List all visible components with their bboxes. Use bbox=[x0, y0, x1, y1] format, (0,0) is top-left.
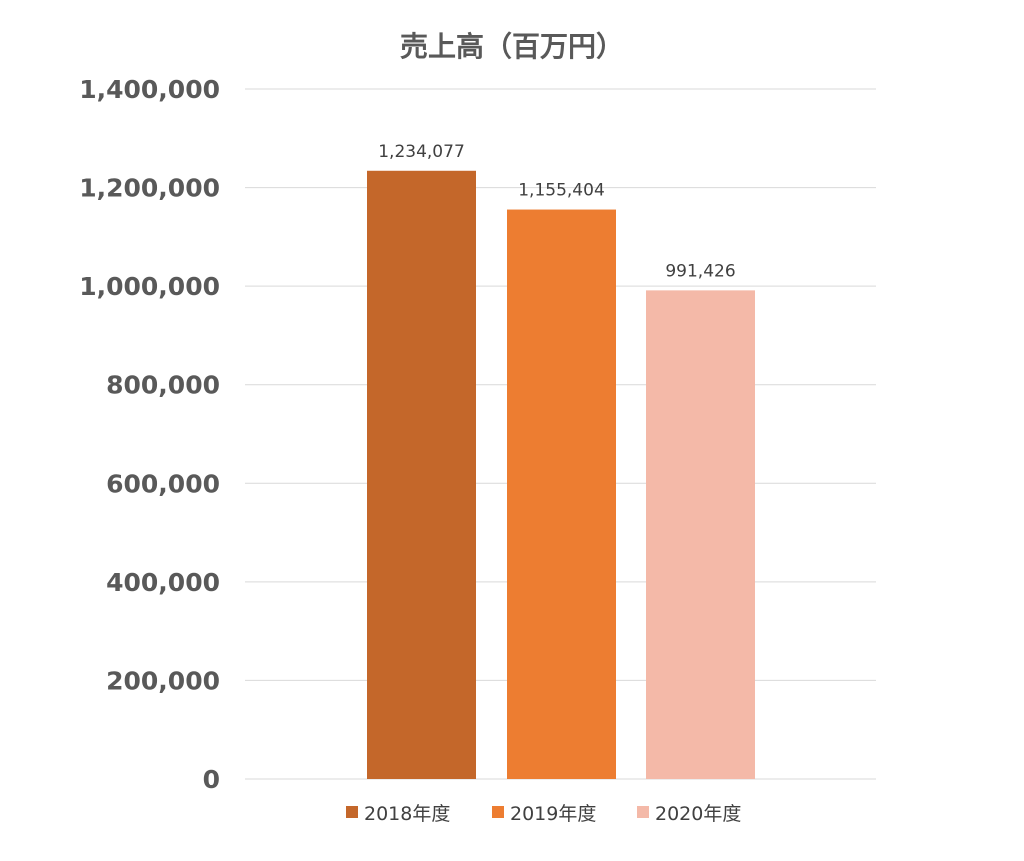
y-tick-label: 800,000 bbox=[106, 371, 220, 400]
legend-label: 2019年度 bbox=[510, 803, 596, 825]
y-tick-label: 200,000 bbox=[106, 666, 220, 695]
chart-title: 売上高（百万円） bbox=[400, 30, 624, 63]
bar-2018年度 bbox=[367, 170, 476, 779]
legend-label: 2020年度 bbox=[655, 803, 741, 825]
bars bbox=[367, 170, 755, 779]
data-label: 1,234,077 bbox=[378, 142, 465, 162]
y-tick-label: 0 bbox=[203, 765, 220, 794]
y-tick-label: 1,400,000 bbox=[79, 75, 220, 104]
legend-swatch bbox=[637, 806, 649, 818]
legend-swatch bbox=[346, 806, 358, 818]
legend: 2018年度 2019年度 2020年度 bbox=[346, 803, 741, 825]
y-tick-label: 600,000 bbox=[106, 469, 220, 498]
bar-2020年度 bbox=[646, 290, 755, 779]
data-label: 991,426 bbox=[665, 261, 735, 281]
y-axis-tick-labels: 0 200,000 400,000 600,000 800,000 1,000,000 1,… bbox=[79, 75, 220, 794]
data-label: 1,155,404 bbox=[518, 181, 605, 201]
y-tick-label: 1,000,000 bbox=[79, 272, 220, 301]
y-tick-label: 1,200,000 bbox=[79, 174, 220, 203]
bar-2019年度 bbox=[507, 209, 616, 779]
data-labels: 1,234,077 1,155,404 991,426 bbox=[378, 142, 735, 282]
legend-swatch bbox=[492, 806, 504, 818]
legend-label: 2018年度 bbox=[364, 803, 450, 825]
y-tick-label: 400,000 bbox=[106, 568, 220, 597]
